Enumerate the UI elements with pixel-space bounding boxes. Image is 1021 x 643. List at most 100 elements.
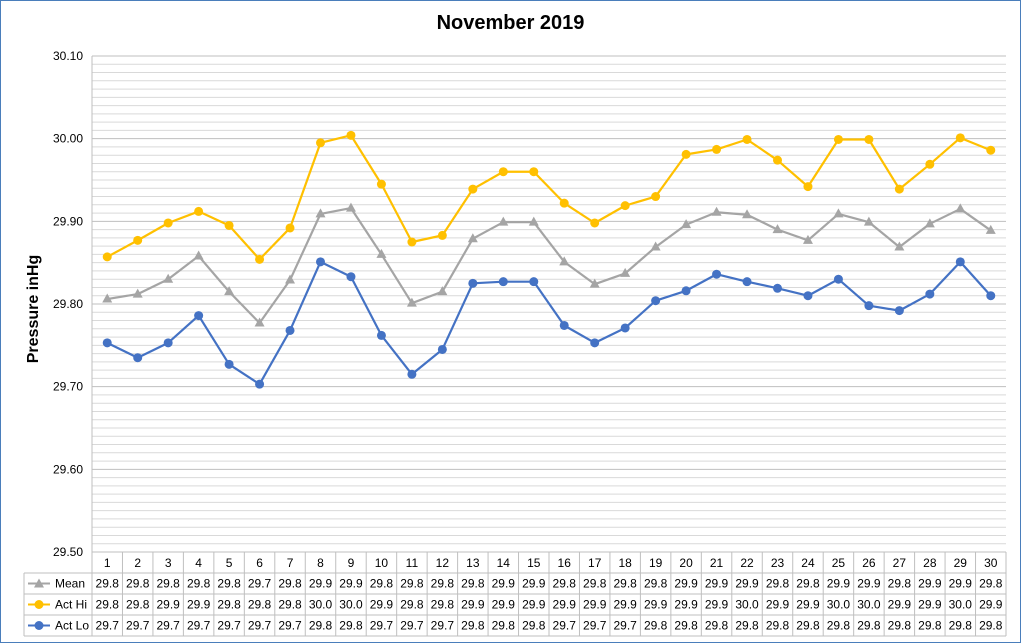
table-value: 29.7 [217, 619, 241, 633]
y-tick-label: 29.50 [53, 545, 83, 559]
x-tick-label: 2 [134, 556, 141, 570]
data-point [742, 134, 752, 144]
table-value: 29.9 [827, 577, 851, 591]
x-tick-label: 20 [679, 556, 693, 570]
data-point [620, 201, 630, 211]
table-value: 29.8 [400, 598, 424, 612]
table-value: 29.9 [705, 598, 729, 612]
data-point [346, 272, 356, 282]
x-tick-label: 17 [588, 556, 602, 570]
x-tick-label: 3 [165, 556, 172, 570]
data-point [833, 274, 843, 284]
table-value: 29.8 [156, 577, 180, 591]
x-tick-label: 14 [497, 556, 511, 570]
table-value: 29.8 [979, 577, 1003, 591]
data-point [316, 138, 325, 148]
series-line [107, 207, 992, 325]
data-point [955, 203, 966, 213]
data-point [193, 250, 204, 260]
data-point [132, 288, 143, 298]
table-value: 29.8 [735, 619, 759, 633]
y-tick-label: 29.60 [53, 462, 83, 476]
table-value: 29.7 [187, 619, 211, 633]
table-value: 29.8 [461, 577, 485, 591]
data-point [863, 216, 874, 226]
table-value: 29.9 [583, 598, 607, 612]
data-point [254, 317, 265, 327]
table-value: 30.0 [339, 598, 363, 612]
data-point [925, 289, 935, 299]
series-line [106, 134, 992, 261]
table-value: 29.7 [278, 619, 302, 633]
table-value: 29.9 [492, 598, 516, 612]
table-value: 29.7 [553, 619, 577, 633]
table-value: 29.9 [735, 577, 759, 591]
data-point [773, 155, 782, 165]
table-value: 29.9 [888, 598, 912, 612]
x-tick-label: 19 [649, 556, 663, 570]
legend-label: Act Lo [55, 619, 89, 633]
data-point [133, 235, 143, 245]
data-point [712, 144, 722, 154]
x-tick-label: 27 [893, 556, 907, 570]
x-tick-label: 26 [862, 556, 876, 570]
table-value: 29.9 [979, 598, 1003, 612]
table-value: 29.9 [492, 577, 516, 591]
data-point [315, 208, 326, 218]
table-value: 29.8 [949, 619, 973, 633]
x-tick-label: 9 [348, 556, 355, 570]
x-tick-label: 16 [558, 556, 572, 570]
table-value: 29.8 [827, 619, 851, 633]
data-point [285, 223, 295, 233]
data-point [163, 218, 173, 228]
data-point [345, 202, 356, 212]
legend-key-marker [34, 600, 44, 609]
table-value: 29.8 [766, 619, 790, 633]
data-point [590, 218, 600, 228]
table-value: 29.8 [522, 619, 546, 633]
series-line [106, 260, 992, 386]
x-tick-label: 1 [104, 556, 111, 570]
data-point [407, 237, 417, 247]
table-value: 29.9 [857, 577, 881, 591]
data-point [163, 338, 173, 348]
data-point [742, 209, 753, 219]
table-value: 29.8 [766, 577, 790, 591]
data-point [468, 278, 478, 288]
x-tick-label: 21 [710, 556, 724, 570]
data-point [437, 230, 447, 240]
data-point [102, 293, 113, 303]
x-tick-label: 11 [406, 556, 419, 570]
table-value: 29.8 [888, 577, 912, 591]
y-tick-label: 29.80 [53, 297, 83, 311]
table-value: 29.7 [126, 619, 150, 633]
data-point [529, 167, 539, 177]
data-point [224, 359, 234, 369]
legend-label: Mean [55, 577, 85, 591]
table-value: 29.8 [583, 577, 607, 591]
data-point [711, 206, 722, 216]
table-value: 29.9 [918, 598, 942, 612]
chart-title: November 2019 [436, 12, 585, 34]
data-point [406, 297, 417, 307]
table-value: 29.8 [644, 577, 668, 591]
table-value: 29.8 [248, 598, 272, 612]
data-point [528, 216, 539, 226]
x-tick-label: 4 [195, 556, 202, 570]
table-value: 29.7 [583, 619, 607, 633]
data-point [651, 192, 661, 202]
table-value: 29.9 [461, 598, 485, 612]
table-value: 29.8 [370, 577, 394, 591]
table-value: 29.7 [613, 619, 637, 633]
data-point [255, 254, 265, 264]
data-point [803, 182, 813, 192]
data-point [285, 325, 295, 335]
data-point [255, 379, 265, 389]
legend-key-marker [34, 621, 44, 630]
data-point [986, 145, 996, 155]
data-point [681, 149, 691, 159]
data-point [864, 134, 874, 144]
x-tick-label: 10 [375, 556, 389, 570]
table-value: 29.8 [339, 619, 363, 633]
data-point [925, 159, 935, 169]
